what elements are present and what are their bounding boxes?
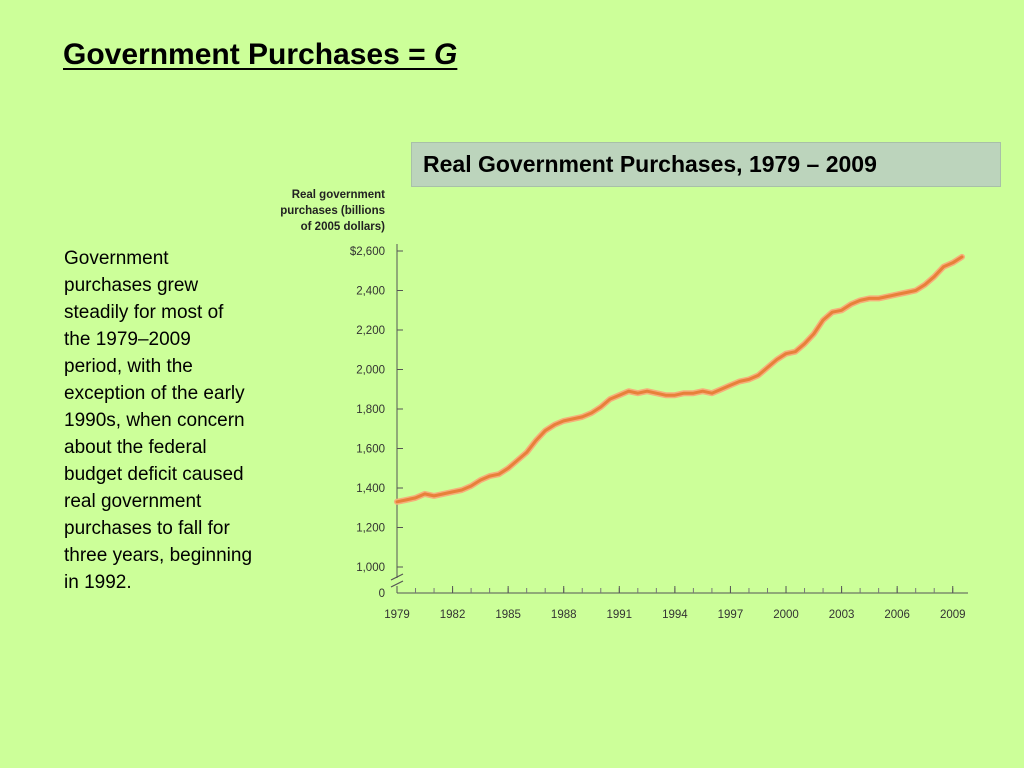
x-tick-label: 1985 xyxy=(495,609,521,621)
axis-break-mark xyxy=(390,580,404,588)
x-tick-label: 2003 xyxy=(829,609,855,621)
x-tick-label: 1991 xyxy=(606,609,632,621)
chart-title: Real Government Purchases, 1979 – 2009 xyxy=(423,151,877,177)
slide-title-text: Government Purchases = xyxy=(63,38,434,71)
series-line-halo xyxy=(394,253,965,505)
y-tick-label-zero: 0 xyxy=(379,588,385,600)
x-tick-label: 1982 xyxy=(440,609,466,621)
y-tick-label: 1,200 xyxy=(356,523,385,535)
chart-title-box: Real Government Purchases, 1979 – 2009 xyxy=(411,142,1001,187)
x-tick-label: 2009 xyxy=(940,609,966,621)
slide-title: Government Purchases = G xyxy=(63,38,457,72)
x-tick-label: 2006 xyxy=(884,609,910,621)
series-line xyxy=(395,255,964,504)
body-text: Government purchases grew steadily for m… xyxy=(64,248,253,593)
axis-break-mark xyxy=(390,573,404,581)
y-axis-label-line: of 2005 dollars) xyxy=(301,221,386,233)
y-tick-label: 2,400 xyxy=(356,286,385,298)
y-axis-label-line: Real government xyxy=(292,189,385,201)
y-tick-label: 1,800 xyxy=(356,404,385,416)
x-tick-label: 1979 xyxy=(384,609,410,621)
x-tick-label: 2000 xyxy=(773,609,799,621)
x-tick-label: 1997 xyxy=(718,609,744,621)
x-tick-label: 1988 xyxy=(551,609,577,621)
y-tick-label: 2,200 xyxy=(356,325,385,337)
y-tick-label: 1,600 xyxy=(356,444,385,456)
y-tick-label: 1,400 xyxy=(356,483,385,495)
x-tick-label: 1994 xyxy=(662,609,688,621)
y-tick-label: 2,000 xyxy=(356,365,385,377)
y-axis-label-line: purchases (billions xyxy=(280,205,385,217)
y-tick-label: 1,000 xyxy=(356,562,385,574)
slide-title-variable: G xyxy=(434,38,458,71)
y-tick-label: $2,600 xyxy=(350,246,385,258)
